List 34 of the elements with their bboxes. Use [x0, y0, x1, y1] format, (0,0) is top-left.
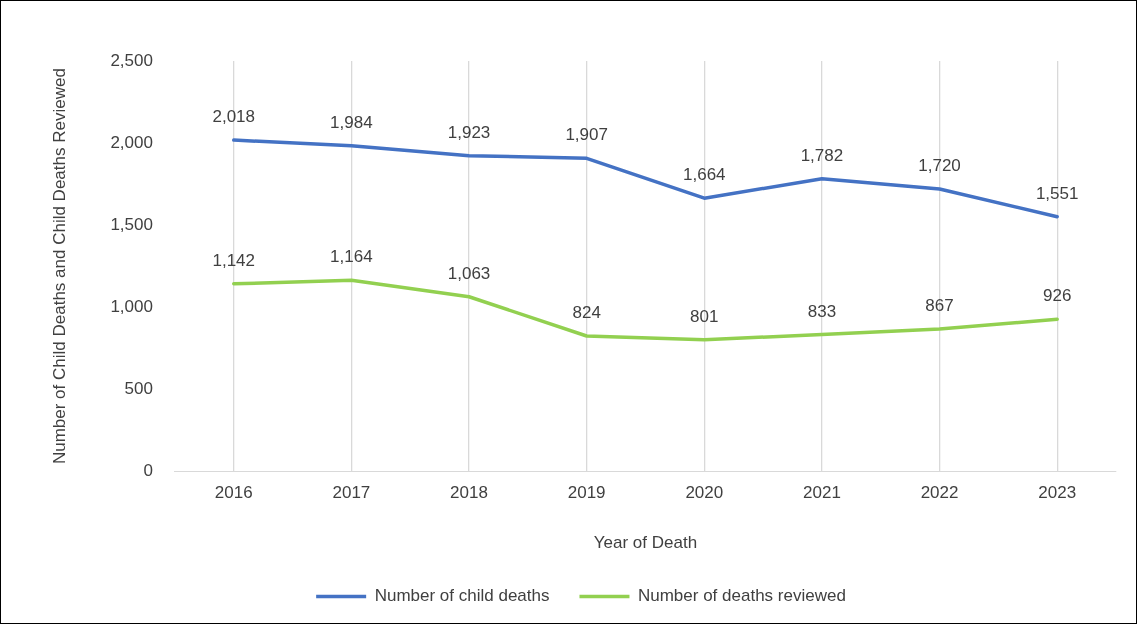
data-label: 1,063 — [447, 263, 491, 283]
y-tick-label: 2,000 — [110, 132, 153, 152]
x-tick-label: 2017 — [332, 483, 371, 503]
data-label: 833 — [807, 301, 837, 321]
y-tick-label: 1,000 — [110, 296, 153, 316]
data-label: 1,664 — [683, 165, 726, 185]
x-tick-label: 2016 — [214, 483, 253, 503]
data-label: 1,923 — [447, 122, 491, 142]
legend-label: Number of deaths reviewed — [637, 586, 846, 606]
data-label: 824 — [572, 303, 601, 323]
x-axis-title: Year of Death — [593, 533, 698, 553]
y-axis-title: Number of Child Deaths and Child Deaths Reviewed — [49, 68, 69, 465]
x-tick-label: 2021 — [803, 483, 841, 503]
data-label: 926 — [1043, 286, 1072, 306]
data-label: 1,164 — [330, 247, 373, 267]
y-tick-label: 0 — [143, 460, 153, 480]
y-tick-label: 2,500 — [110, 50, 153, 70]
x-tick-label: 2023 — [1038, 483, 1077, 503]
x-tick-label: 2018 — [450, 483, 488, 503]
data-label: 1,907 — [565, 125, 608, 145]
legend-label: Number of child deaths — [374, 586, 550, 606]
x-tick-label: 2020 — [685, 483, 724, 503]
data-label: 1,720 — [918, 156, 961, 176]
y-tick-label: 1,500 — [110, 214, 153, 234]
data-label: 2,018 — [212, 107, 256, 127]
data-label: 867 — [925, 296, 954, 316]
x-tick-label: 2022 — [920, 483, 959, 503]
data-label: 1,142 — [212, 251, 256, 271]
data-label: 1,782 — [800, 146, 844, 165]
data-label: 1,551 — [1035, 183, 1079, 203]
y-tick-label: 500 — [124, 378, 153, 398]
data-label: 801 — [690, 306, 719, 326]
x-tick-label: 2019 — [567, 483, 606, 503]
data-label: 1,984 — [330, 112, 373, 132]
